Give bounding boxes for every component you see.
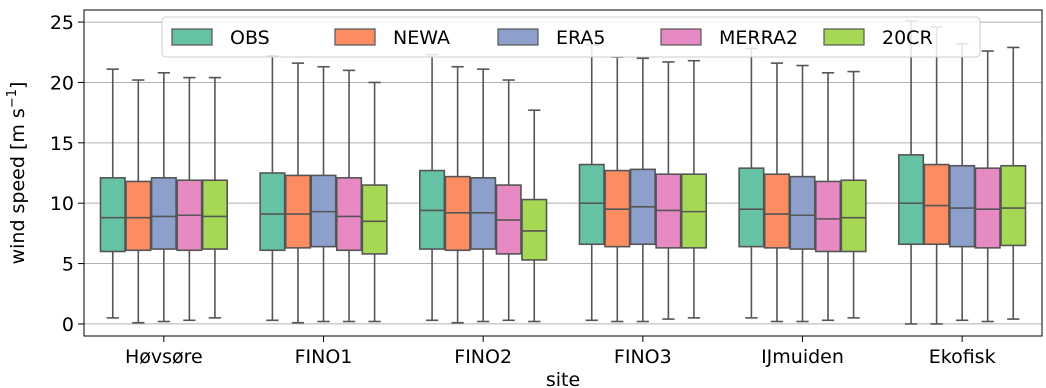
box-body [578, 163, 605, 246]
legend-item-20CR: 20CR [823, 27, 933, 49]
box-body [974, 167, 1001, 249]
legend-label-MERRA2: MERRA2 [719, 27, 798, 49]
x-tick-label-0: Høvsøre [125, 346, 203, 368]
y-axis-label: wind speed [m s−1] [5, 82, 29, 265]
box-NEWA-FINO2 [444, 65, 471, 324]
y-tick-label-25: 25 [50, 12, 74, 34]
legend-swatch-ERA5 [497, 28, 539, 46]
box-ERA5-FINO1 [310, 65, 337, 323]
y-tick-label-15: 15 [50, 133, 74, 155]
x-tick-label-4: IJmuiden [761, 346, 844, 368]
plot-area-frame [83, 9, 1043, 337]
box-MERRA2-FINO1 [335, 69, 363, 323]
x-axis-label: site [546, 369, 580, 388]
box-body [840, 179, 867, 253]
box-20CR-Høvsøre [201, 76, 228, 319]
box-ERA5-FINO3 [629, 57, 656, 323]
legend-swatch-OBS [171, 28, 213, 46]
box-body [125, 180, 152, 252]
box-MERRA2-FINO2 [495, 79, 522, 322]
legend: OBS NEWA ERA5 MERRA2 20CR [161, 16, 981, 58]
box-MERRA2-Ekofisk [974, 50, 1001, 323]
x-axis-ticks: Høvsøre FINO1 FINO2 FINO3 IJmuiden Ekofisk [125, 336, 996, 368]
box-NEWA-Høvsøre [125, 79, 152, 324]
box-body [99, 177, 126, 253]
box-body [738, 167, 765, 248]
legend-swatch-20CR [823, 28, 865, 46]
box-body [949, 164, 976, 248]
box-NEWA-Ekofisk [923, 26, 950, 325]
box-body [814, 180, 842, 253]
x-tick-label-3: FINO3 [614, 346, 672, 368]
y-tick-label-0: 0 [62, 314, 74, 336]
box-body [789, 175, 816, 250]
box-body [1000, 164, 1027, 247]
x-tick-label-2: FINO2 [454, 346, 512, 368]
box-body [361, 184, 388, 255]
box-body [763, 173, 791, 249]
box-20CR-FINO2 [521, 109, 548, 323]
box-body [335, 177, 363, 252]
legend-label-ERA5: ERA5 [556, 27, 606, 49]
box-OBS-FINO2 [419, 53, 446, 322]
box-ERA5-FINO2 [470, 68, 497, 323]
legend-label-NEWA: NEWA [393, 27, 450, 49]
box-ERA5-IJmuiden [789, 64, 816, 323]
box-MERRA2-Høvsøre [176, 76, 203, 322]
box-body [898, 154, 925, 246]
legend-frame [161, 16, 981, 58]
legend-swatch-MERRA2 [660, 28, 702, 46]
y-axis-label-exponent: −1 [5, 89, 20, 108]
box-body [259, 172, 286, 252]
box-OBS-FINO1 [259, 55, 286, 322]
box-NEWA-FINO1 [284, 62, 312, 324]
box-body [201, 179, 228, 250]
y-tick-label-20: 20 [50, 72, 74, 94]
box-OBS-Høvsøre [99, 68, 126, 319]
box-body [284, 174, 312, 249]
legend-item-OBS: OBS [171, 27, 270, 49]
box-body [150, 177, 177, 250]
box-MERRA2-IJmuiden [814, 71, 842, 322]
box-MERRA2-FINO3 [655, 61, 682, 320]
legend-item-NEWA: NEWA [334, 27, 450, 49]
legend-label-OBS: OBS [230, 27, 270, 49]
y-axis-ticks: 0 5 10 15 20 25 [50, 12, 84, 336]
x-tick-label-1: FINO1 [295, 346, 353, 368]
box-20CR-Ekofisk [1000, 46, 1027, 320]
y-axis-label-bracket: ] [7, 82, 29, 89]
legend-label-20CR: 20CR [882, 27, 933, 49]
box-20CR-IJmuiden [840, 70, 867, 319]
y-tick-label-5: 5 [62, 254, 74, 276]
y-tick-label-10: 10 [50, 193, 74, 215]
legend-item-ERA5: ERA5 [497, 27, 606, 49]
legend-swatch-NEWA [334, 28, 376, 46]
box-20CR-FINO1 [361, 81, 388, 323]
box-ERA5-Ekofisk [949, 43, 976, 322]
box-OBS-IJmuiden [738, 47, 765, 319]
boxes [99, 20, 1027, 325]
box-OBS-FINO3 [578, 44, 605, 322]
x-tick-label-5: Ekofisk [929, 346, 996, 368]
box-ERA5-Høvsøre [150, 71, 177, 323]
box-NEWA-IJmuiden [763, 62, 791, 323]
box-body [521, 198, 548, 261]
box-20CR-FINO3 [680, 59, 707, 319]
box-body [923, 163, 950, 246]
legend-item-MERRA2: MERRA2 [660, 27, 798, 49]
box-OBS-Ekofisk [898, 20, 925, 325]
box-NEWA-FINO3 [604, 56, 631, 323]
